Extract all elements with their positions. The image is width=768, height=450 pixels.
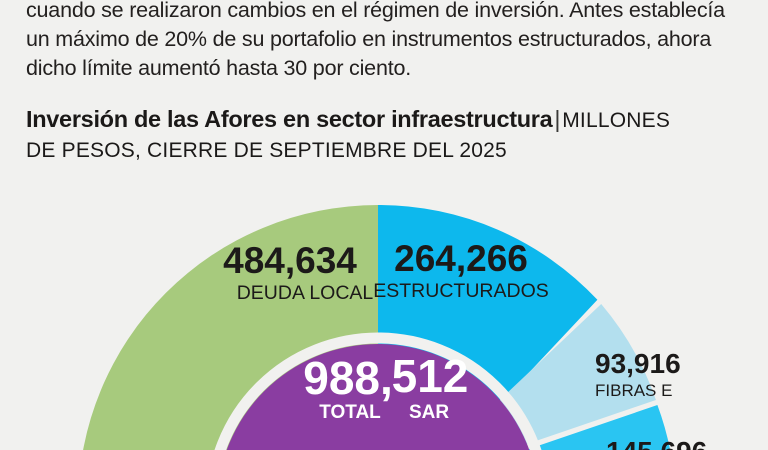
chart-headline: Inversión de las Afores en sector infrae… (26, 104, 756, 165)
center-value-line2: 512 (392, 350, 469, 402)
headline-primary-line: Inversión de las Afores en sector infrae… (26, 104, 756, 136)
headline-unit-part1: MILLONES (562, 109, 671, 132)
label-value-cuarto: 145,696 (606, 436, 707, 450)
label-value-deuda-local: 484,634 (223, 240, 357, 281)
article-body: cuando se realizaron cambios en el régim… (26, 0, 726, 83)
headline-unit-part2: DE PESOS, CIERRE DE SEPTIEMBRE DEL 2025 (26, 139, 507, 162)
label-value-estructurados: 264,266 (394, 238, 528, 279)
center-label-total: TOTAL (319, 402, 381, 423)
pie-slice-fibras-e (498, 304, 656, 446)
donut-center-disc (226, 344, 530, 450)
headline-separator: | (554, 106, 561, 132)
label-name-deuda-local: DEUDA LOCAL (237, 282, 374, 304)
center-label-sar: SAR (409, 402, 449, 423)
page-title: Inversión de las Afores en sector infrae… (26, 106, 553, 132)
label-name-fibras-e: FIBRAS E (595, 381, 672, 400)
donut-inner-gap (214, 332, 542, 450)
label-value-fibras-e: 93,916 (595, 348, 681, 379)
donut-chart-svg: $ $ $ 484,634 DEUDA LOCAL 264,266 (83, 204, 707, 450)
donut-chart: $ $ $ 484,634 DEUDA LOCAL 264,266 (0, 178, 768, 450)
center-value-line1: 988, (303, 352, 393, 404)
pie-slice-cuarto (525, 405, 671, 450)
label-name-estructurados: ESTRUCTURADOS (373, 280, 549, 302)
article-paragraph: cuando se realizaron cambios en el régim… (26, 0, 725, 80)
